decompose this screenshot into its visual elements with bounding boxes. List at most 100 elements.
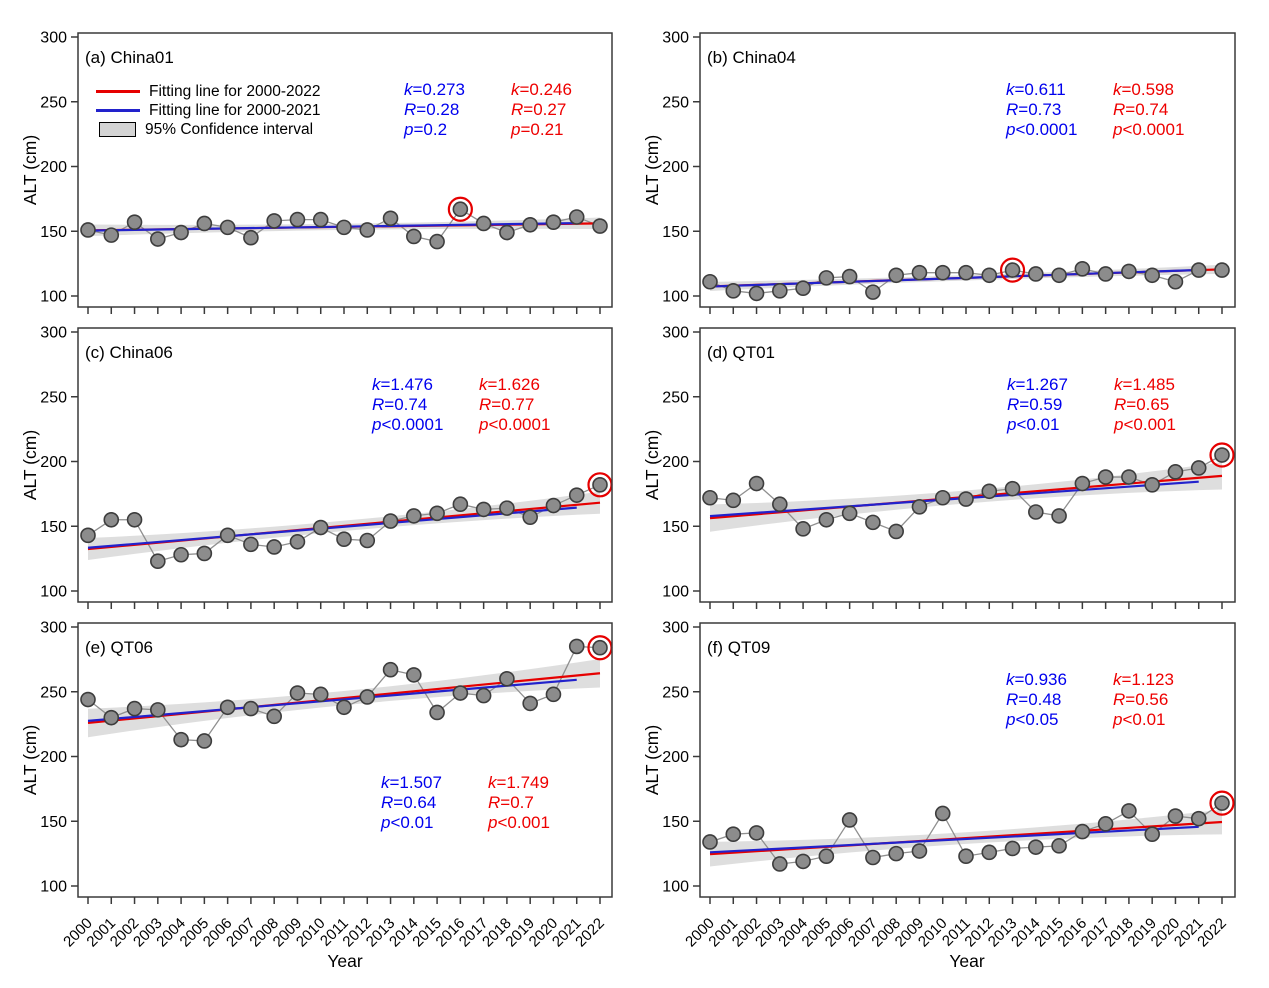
- data-point-2019: [1144, 267, 1160, 284]
- data-point-2021: [1190, 460, 1207, 476]
- data-point-2013: [382, 661, 399, 678]
- data-point-2006: [841, 812, 858, 828]
- data-point-2010: [312, 211, 329, 228]
- stats-red-b: k=0.598 R=0.74 p<0.0001: [1113, 80, 1184, 140]
- data-point-2013: [382, 210, 399, 227]
- data-point-2021: [568, 209, 585, 225]
- data-point-2022: [1214, 262, 1230, 278]
- data-point-2014: [1028, 839, 1044, 855]
- data-point-2003: [772, 856, 788, 872]
- y-tick-label: 250: [40, 389, 67, 406]
- stat-k-red: k=1.485: [1114, 375, 1175, 394]
- y-tick-label: 100: [40, 879, 67, 896]
- y-tick-label: 250: [40, 684, 67, 701]
- data-point-2020: [545, 214, 562, 230]
- stat-k-blue: k=0.611: [1006, 80, 1066, 99]
- data-point-2003: [150, 553, 166, 570]
- y-tick-label: 200: [662, 749, 689, 766]
- y-tick-label: 150: [662, 519, 689, 536]
- blue-line-swatch: [96, 109, 140, 112]
- stat-p-blue: p<0.01: [1007, 415, 1060, 434]
- stat-k-blue: k=1.267: [1007, 375, 1068, 394]
- data-point-2002: [748, 285, 765, 302]
- data-point-2017: [475, 501, 492, 518]
- panel-title-qt06: (e) QT06: [85, 638, 154, 657]
- data-point-2000: [80, 222, 96, 238]
- data-point-2018: [1121, 263, 1137, 280]
- y-axis-label: ALT (cm): [20, 429, 40, 501]
- axis-box: [77, 327, 613, 603]
- data-point-2020: [1167, 273, 1184, 290]
- data-point-2012: [981, 267, 998, 284]
- panel-title-qt09: (f) QT09: [707, 638, 771, 657]
- y-tick-label: 150: [40, 519, 67, 536]
- x-axis-label: Year: [327, 951, 363, 971]
- data-point-2009: [911, 843, 928, 859]
- axis-box: [699, 32, 1236, 308]
- data-point-2009: [911, 264, 928, 281]
- data-point-2022: [592, 477, 608, 493]
- stat-k-red: k=1.626: [479, 375, 540, 394]
- panel-e: 3002502001501002000200120022003200420052…: [40, 620, 613, 950]
- highlight-ring: [1209, 442, 1235, 468]
- data-point-2005: [196, 215, 213, 232]
- data-point-2003: [150, 231, 166, 247]
- confidence-band-swatch: [99, 122, 136, 137]
- data-point-2008: [888, 267, 904, 284]
- panel-title-china01: (a) China01: [85, 48, 174, 67]
- data-point-2019: [522, 216, 538, 233]
- stats-blue-b: k=0.611 R=0.73 p<0.0001: [1006, 80, 1077, 140]
- y-tick-label: 200: [662, 159, 689, 176]
- stat-k-red: k=1.749: [488, 773, 549, 792]
- data-point-2011: [958, 848, 974, 865]
- data-point-2004: [173, 546, 189, 563]
- stat-p-blue: p<0.05: [1006, 710, 1059, 729]
- data-point-2015: [1051, 508, 1067, 524]
- data-point-2009: [911, 499, 928, 515]
- data-point-2003: [772, 283, 788, 299]
- data-point-2007: [243, 700, 259, 717]
- data-point-2015: [429, 704, 445, 721]
- data-point-2016: [452, 496, 469, 513]
- data-point-2008: [266, 213, 282, 229]
- highlight-ring: [1209, 790, 1235, 816]
- fit-line-2000-2021: [709, 268, 1199, 288]
- data-point-2019: [1144, 826, 1160, 843]
- stat-R-red: R=0.27: [511, 100, 567, 119]
- data-point-2016: [452, 201, 469, 218]
- legend-item: Fitting line for 2000-2021: [96, 101, 320, 120]
- data-point-2008: [266, 708, 282, 725]
- data-point-2001: [725, 826, 742, 843]
- y-tick-label: 100: [662, 289, 689, 306]
- stat-R-blue: R=0.74: [372, 395, 428, 414]
- data-point-2003: [150, 702, 166, 718]
- y-tick-label: 300: [40, 620, 67, 637]
- axis-box: [77, 622, 613, 898]
- data-point-2012: [359, 689, 376, 705]
- data-point-2014: [1028, 504, 1044, 520]
- panel-d: 300 250 200 150 100: [662, 325, 1236, 609]
- fit-line-2000-2021: [709, 480, 1199, 518]
- data-point-2014: [406, 228, 422, 245]
- stat-k-red: k=0.246: [511, 80, 572, 99]
- data-point-2020: [1167, 464, 1184, 480]
- y-tick-label: 300: [662, 620, 689, 637]
- stat-R-blue: R=0.48: [1006, 690, 1062, 709]
- data-point-2015: [429, 505, 445, 522]
- data-point-2006: [841, 505, 858, 522]
- stat-p-red: p<0.001: [488, 813, 550, 832]
- data-point-2016: [1074, 261, 1091, 277]
- data-point-2000: [80, 527, 96, 544]
- legend: Fitting line for 2000-2022 Fitting line f…: [96, 82, 320, 139]
- data-point-2010: [934, 264, 951, 281]
- data-point-2011: [336, 699, 352, 716]
- data-point-2008: [888, 845, 904, 862]
- data-point-2003: [772, 496, 788, 513]
- y-tick-label: 200: [40, 159, 67, 176]
- data-point-2018: [499, 224, 515, 241]
- data-point-2021: [1190, 262, 1207, 278]
- data-point-2017: [1097, 266, 1114, 282]
- data-point-2006: [219, 219, 236, 236]
- stats-red-a: k=0.246 R=0.27 p=0.21: [511, 80, 572, 140]
- data-point-2002: [748, 825, 765, 841]
